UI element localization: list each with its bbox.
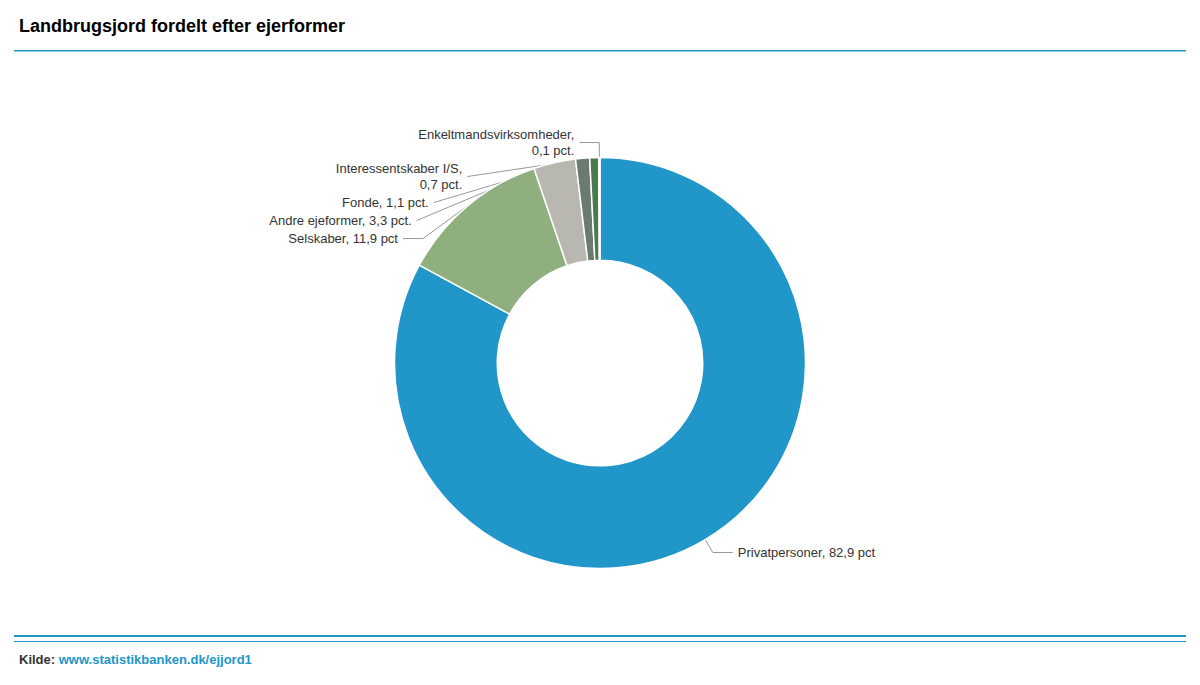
- svg-text:0,7 pct.: 0,7 pct.: [420, 177, 463, 192]
- svg-text:Fonde, 1,1 pct.: Fonde, 1,1 pct.: [342, 195, 429, 210]
- svg-text:www.statistikbanken.dk/ejjord1: www.statistikbanken.dk/ejjord1: [58, 652, 252, 667]
- svg-text:Landbrugsjord fordelt efter ej: Landbrugsjord fordelt efter ejerformer: [19, 16, 345, 36]
- svg-text:Interessentskaber I/S,: Interessentskaber I/S,: [336, 161, 462, 176]
- svg-text:Andre ejeformer, 3,3 pct.: Andre ejeformer, 3,3 pct.: [269, 213, 411, 228]
- svg-text:Selskaber, 11,9 pct: Selskaber, 11,9 pct: [288, 231, 398, 246]
- svg-text:Enkeltmandsvirksomheder,: Enkeltmandsvirksomheder,: [418, 127, 574, 142]
- svg-text:0,1 pct.: 0,1 pct.: [532, 143, 575, 158]
- svg-text:Privatpersoner, 82,9 pct: Privatpersoner, 82,9 pct: [738, 545, 876, 560]
- svg-text:Kilde:: Kilde:: [19, 652, 59, 667]
